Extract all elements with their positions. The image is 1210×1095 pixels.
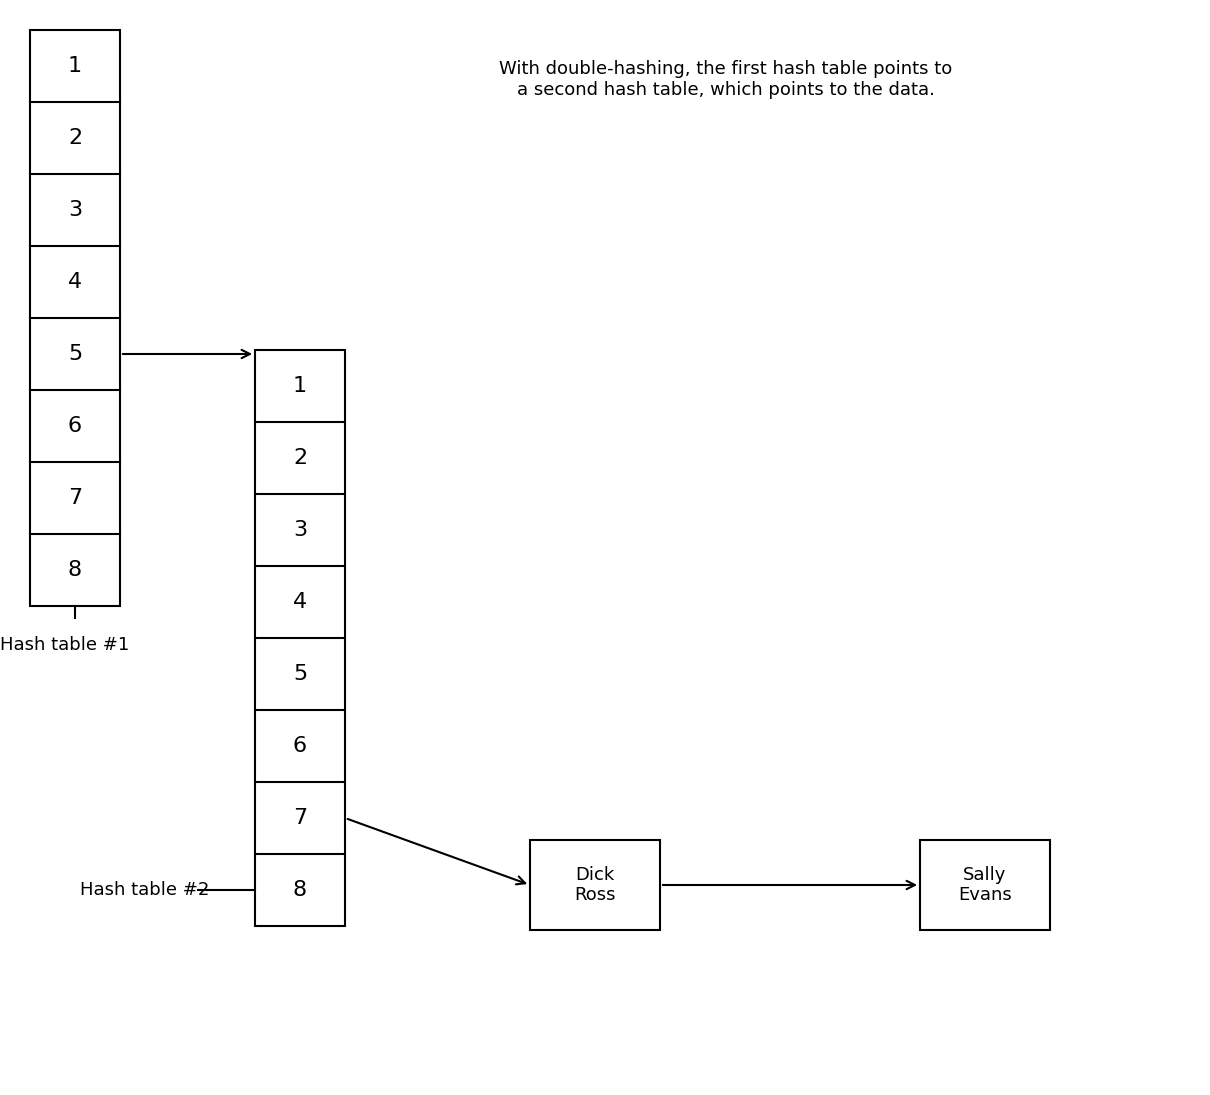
- Text: 2: 2: [293, 448, 307, 468]
- Bar: [30, 30, 120, 606]
- Text: 5: 5: [293, 664, 307, 684]
- Text: Hash table #2: Hash table #2: [80, 881, 209, 899]
- Text: 3: 3: [68, 200, 82, 220]
- Text: 5: 5: [68, 344, 82, 364]
- Text: 2: 2: [68, 128, 82, 148]
- Text: Sally
Evans: Sally Evans: [958, 866, 1012, 904]
- Bar: [920, 840, 1050, 930]
- Text: 4: 4: [68, 272, 82, 292]
- Text: 7: 7: [293, 808, 307, 828]
- Bar: [255, 350, 345, 926]
- Text: With double-hashing, the first hash table points to
a second hash table, which p: With double-hashing, the first hash tabl…: [500, 60, 952, 99]
- Text: 4: 4: [293, 592, 307, 612]
- Text: 6: 6: [293, 736, 307, 756]
- Text: 8: 8: [293, 880, 307, 900]
- Text: 3: 3: [293, 520, 307, 540]
- Text: Dick
Ross: Dick Ross: [575, 866, 616, 904]
- Text: 7: 7: [68, 488, 82, 508]
- Text: 1: 1: [68, 56, 82, 76]
- Text: Hash table #1: Hash table #1: [0, 636, 129, 654]
- Text: 8: 8: [68, 560, 82, 580]
- Bar: [530, 840, 659, 930]
- Text: 1: 1: [293, 376, 307, 396]
- Text: 6: 6: [68, 416, 82, 436]
